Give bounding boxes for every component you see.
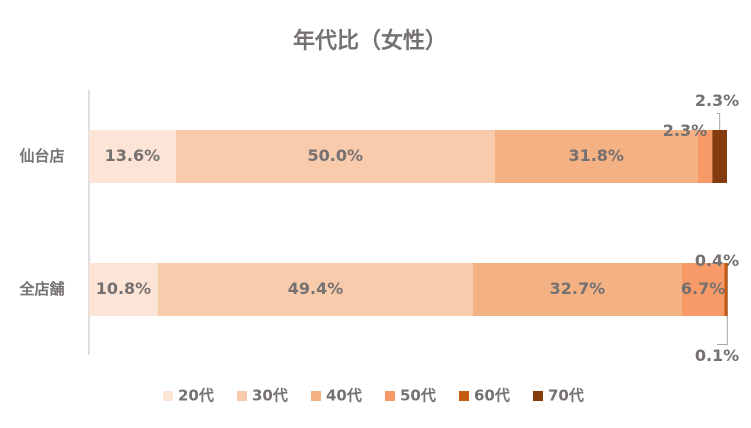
bar-segment — [89, 130, 176, 183]
legend-swatch — [237, 391, 247, 401]
leader-line — [717, 316, 728, 345]
bar-segment — [89, 263, 158, 316]
bar-segment — [724, 263, 727, 316]
bar-segment — [697, 130, 713, 183]
data-label: 31.8% — [568, 146, 624, 165]
category-label: 仙台店 — [19, 147, 64, 165]
data-label: 50.0% — [308, 146, 364, 165]
data-label: 2.3% — [663, 121, 707, 140]
legend-label: 20代 — [178, 387, 214, 405]
data-label: 0.4% — [695, 251, 739, 270]
legend-swatch — [311, 391, 321, 401]
category-label: 全店舗 — [18, 280, 64, 298]
bar-segment — [727, 263, 728, 316]
leader-line — [717, 113, 721, 130]
legend-swatch — [459, 391, 469, 401]
data-label: 6.7% — [681, 279, 725, 298]
data-label: 32.7% — [550, 279, 606, 298]
data-label: 10.8% — [96, 279, 152, 298]
legend-swatch — [385, 391, 395, 401]
legend-label: 30代 — [252, 387, 288, 405]
legend-label: 60代 — [474, 387, 510, 405]
bar-segment — [175, 130, 495, 183]
bar-segment — [681, 263, 725, 316]
bar-segment — [494, 130, 698, 183]
data-label: 13.6% — [105, 146, 161, 165]
data-label: 0.1% — [695, 346, 739, 365]
legend-label: 50代 — [400, 387, 436, 405]
data-label: 2.3% — [695, 91, 739, 110]
legend-label: 40代 — [326, 387, 362, 405]
legend-swatch — [533, 391, 543, 401]
bar-segment — [712, 130, 727, 183]
data-label: 49.4% — [288, 279, 344, 298]
chart-title: 年代比（女性） — [293, 28, 447, 54]
legend-swatch — [163, 391, 173, 401]
legend-label: 70代 — [548, 387, 584, 405]
bar-segment — [473, 263, 682, 316]
bar-segment — [157, 263, 474, 316]
